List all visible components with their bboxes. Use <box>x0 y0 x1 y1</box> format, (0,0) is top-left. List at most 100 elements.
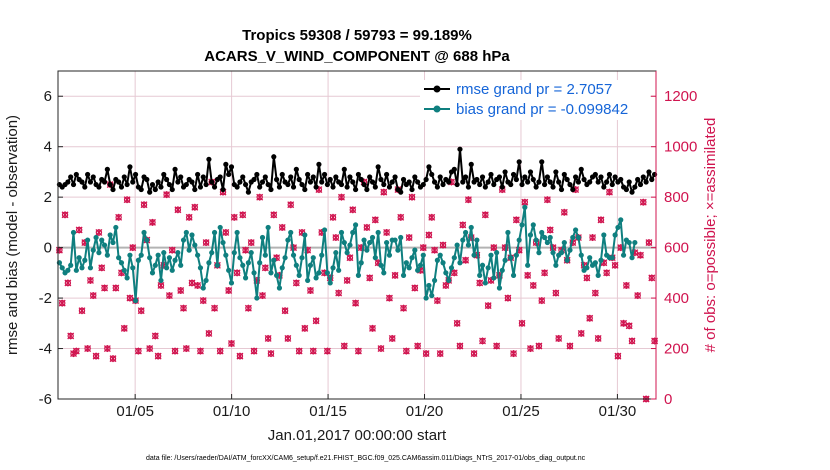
bias-point <box>575 234 582 241</box>
rmse-point <box>547 179 553 185</box>
obs-assimilated-marker <box>180 304 187 312</box>
right-tick-label: 800 <box>664 189 689 206</box>
obs-assimilated-marker <box>109 355 117 363</box>
rmse-point <box>446 179 452 185</box>
bias-point <box>381 270 387 276</box>
rmse-point <box>101 179 108 185</box>
obs-assimilated-marker <box>436 350 444 358</box>
x-tick-label: 01/15 <box>309 403 347 420</box>
obs-assimilated-marker <box>177 287 185 295</box>
bias-point <box>367 239 373 246</box>
bias-point <box>398 234 404 241</box>
y-axis-label-left: rmse and bias (model - observation) <box>4 115 21 355</box>
bias-point <box>116 255 122 261</box>
bias-point <box>166 255 173 261</box>
bias-point <box>508 255 514 261</box>
obs-assimilated-marker <box>129 244 137 252</box>
rmse-point <box>192 186 198 193</box>
bias-point <box>305 277 311 284</box>
bias-point <box>578 252 584 258</box>
rmse-layer <box>56 146 658 195</box>
bias-point <box>158 277 164 284</box>
bias-point <box>471 252 477 258</box>
bias-point <box>479 262 486 268</box>
rmse-point <box>82 184 88 190</box>
obs-assimilated-marker <box>589 234 596 242</box>
obs-assimilated-marker <box>518 319 526 327</box>
rmse-point <box>460 179 466 185</box>
obs-assimilated-marker <box>411 284 419 292</box>
rmse-point <box>525 179 531 185</box>
obs-assimilated-marker <box>450 269 458 277</box>
obs-assimilated-marker <box>425 231 433 239</box>
obs-assimilated-marker <box>171 347 179 355</box>
bias-point <box>299 255 305 261</box>
obs-assimilated-marker <box>594 334 602 342</box>
bias-point <box>336 267 342 273</box>
rmse-point <box>423 176 429 183</box>
obs-assimilated-marker <box>566 342 574 350</box>
bias-point <box>296 272 302 278</box>
rmse-point <box>601 184 607 190</box>
rmse-point <box>649 176 655 183</box>
bias-point <box>352 222 359 228</box>
rmse-point <box>285 181 291 188</box>
bias-point <box>615 224 621 231</box>
obs-assimilated-marker <box>196 347 204 355</box>
rmse-point <box>375 164 381 170</box>
bias-point <box>217 224 223 231</box>
rmse-point <box>637 181 644 188</box>
obs-assimilated-marker <box>309 347 317 355</box>
rmse-point <box>321 171 328 178</box>
obs-assimilated-marker <box>270 211 278 219</box>
rmse-point <box>104 166 110 172</box>
rmse-point <box>90 174 96 180</box>
bias-point <box>79 265 85 271</box>
bias-point <box>206 260 212 266</box>
bias-point <box>386 252 393 258</box>
obs-assimilated-marker <box>597 216 605 224</box>
x-tick-label: 01/30 <box>599 403 637 420</box>
obs-assimilated-marker <box>64 279 72 287</box>
bias-point <box>290 252 297 258</box>
left-tick-label: 4 <box>44 139 52 156</box>
rmse-point <box>299 181 305 188</box>
rmse-point <box>290 184 297 190</box>
obs-assimilated-marker <box>287 201 295 209</box>
rmse-point <box>536 179 542 185</box>
bias-point <box>364 247 370 253</box>
rmse-point <box>352 186 359 193</box>
rmse-point <box>533 184 539 190</box>
bias-point <box>178 262 184 268</box>
rmse-point <box>544 174 551 180</box>
obs-assimilated-marker <box>239 211 247 219</box>
obs-assimilated-marker <box>402 347 410 355</box>
rmse-point <box>502 169 508 175</box>
obs-assimilated-marker <box>61 211 69 219</box>
obs-assimilated-marker <box>89 292 97 300</box>
bias-point <box>313 275 319 281</box>
bias-point <box>384 239 390 246</box>
bias-point <box>550 250 556 256</box>
rmse-point <box>183 181 189 188</box>
obs-assimilated-marker <box>383 228 391 236</box>
rmse-point <box>477 181 483 188</box>
obs-assimilated-marker <box>205 329 213 337</box>
bias-point <box>124 275 130 281</box>
rmse-point <box>265 181 271 188</box>
obs-assimilated-marker <box>546 226 554 234</box>
bias-point <box>259 234 266 241</box>
bias-point <box>197 265 204 271</box>
obs-assimilated-marker <box>405 234 413 242</box>
bias-point <box>228 280 235 286</box>
bias-point <box>437 252 443 258</box>
rmse-point <box>570 186 576 193</box>
obs-assimilated-marker <box>58 299 66 307</box>
obs-assimilated-marker <box>481 211 489 219</box>
bias-point <box>403 260 409 266</box>
bias-point <box>415 267 421 273</box>
obs-assimilated-marker <box>583 274 591 282</box>
rmse-point <box>355 171 362 178</box>
obs-assimilated-marker <box>527 345 534 353</box>
bias-point <box>99 237 105 243</box>
